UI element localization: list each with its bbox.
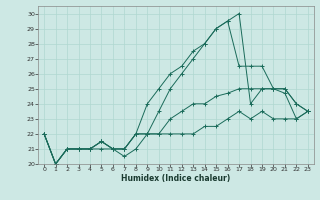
X-axis label: Humidex (Indice chaleur): Humidex (Indice chaleur): [121, 174, 231, 183]
